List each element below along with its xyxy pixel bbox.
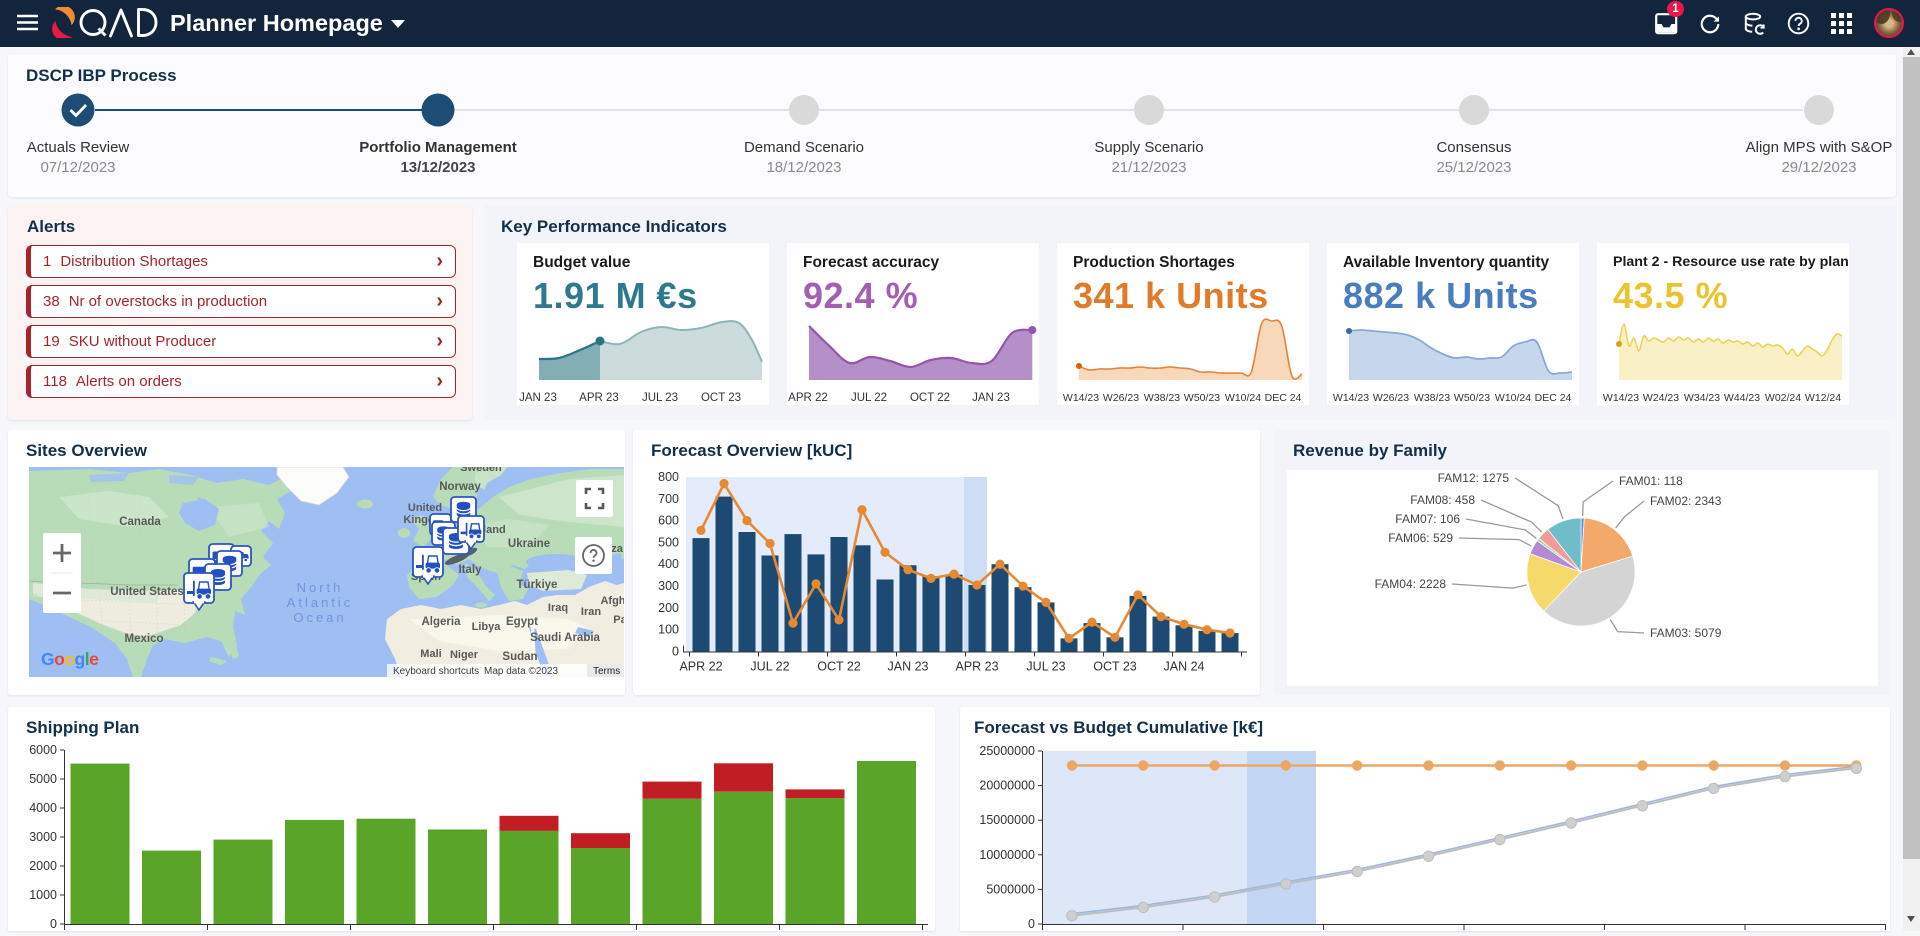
svg-text:0: 0 [672, 645, 679, 659]
svg-text:Mali: Mali [420, 648, 441, 660]
svg-text:JAN 23: JAN 23 [888, 660, 929, 674]
svg-text:3000: 3000 [29, 830, 57, 844]
svg-text:20000000: 20000000 [979, 779, 1035, 793]
svg-text:Ukraine: Ukraine [508, 538, 550, 550]
svg-text:FAM07: 106: FAM07: 106 [1395, 512, 1460, 526]
svg-text:Niger: Niger [450, 649, 479, 661]
svg-text:500: 500 [658, 535, 679, 549]
svg-text:Terms: Terms [593, 666, 620, 677]
svg-text:North: North [297, 580, 344, 595]
svg-text:10000000: 10000000 [979, 848, 1035, 862]
svg-text:Türkiye: Türkiye [517, 579, 558, 591]
svg-text:FAM12: 1275: FAM12: 1275 [1438, 471, 1510, 485]
svg-text:300: 300 [658, 579, 679, 593]
svg-text:Ocean: Ocean [293, 610, 346, 625]
svg-text:Saudi Arabia: Saudi Arabia [530, 632, 600, 644]
svg-text:Pa: Pa [613, 614, 624, 626]
svg-text:Keyboard shortcuts: Keyboard shortcuts [393, 666, 479, 677]
svg-text:Map data ©2023: Map data ©2023 [484, 666, 559, 677]
svg-text:FAM08: 458: FAM08: 458 [1410, 493, 1475, 507]
svg-text:Algeria: Algeria [422, 616, 462, 628]
svg-text:United: United [408, 502, 442, 514]
svg-text:5000000: 5000000 [986, 882, 1035, 896]
svg-text:2000: 2000 [29, 859, 57, 873]
svg-text:Egypt: Egypt [506, 616, 538, 628]
svg-text:6000: 6000 [29, 743, 57, 757]
svg-text:25000000: 25000000 [979, 744, 1035, 758]
svg-text:0: 0 [1028, 917, 1035, 931]
svg-text:Kingd: Kingd [403, 514, 434, 526]
svg-text:700: 700 [658, 492, 679, 506]
svg-text:100: 100 [658, 623, 679, 637]
svg-text:Mexico: Mexico [125, 633, 164, 645]
svg-text:FAM04: 2228: FAM04: 2228 [1375, 577, 1447, 591]
svg-text:FAM06: 529: FAM06: 529 [1388, 531, 1453, 545]
svg-text:Atlantic: Atlantic [287, 595, 354, 610]
svg-text:0: 0 [50, 917, 57, 931]
svg-text:4000: 4000 [29, 801, 57, 815]
svg-text:JUL 22: JUL 22 [750, 660, 789, 674]
svg-text:Iran: Iran [581, 606, 601, 618]
svg-text:Afgh: Afgh [600, 595, 624, 607]
svg-text:OCT 22: OCT 22 [817, 660, 861, 674]
svg-text:1000: 1000 [29, 888, 57, 902]
svg-text:200: 200 [658, 601, 679, 615]
svg-text:United States: United States [110, 586, 184, 598]
svg-text:APR 22: APR 22 [679, 660, 722, 674]
svg-text:15000000: 15000000 [979, 813, 1035, 827]
svg-text:Italy: Italy [458, 564, 482, 576]
svg-text:FAM02: 2343: FAM02: 2343 [1650, 494, 1722, 508]
svg-text:FAM01: 118: FAM01: 118 [1619, 474, 1683, 488]
svg-text:800: 800 [658, 470, 679, 484]
svg-text:Iraq: Iraq [548, 602, 568, 614]
svg-text:JUL 23: JUL 23 [1026, 660, 1065, 674]
svg-text:Sweden: Sweden [460, 467, 502, 474]
svg-text:APR 23: APR 23 [955, 660, 998, 674]
svg-text:5000: 5000 [29, 772, 57, 786]
svg-text:400: 400 [658, 557, 679, 571]
svg-text:za: za [611, 543, 624, 555]
svg-text:OCT 23: OCT 23 [1093, 660, 1137, 674]
svg-text:Sudan: Sudan [502, 651, 537, 663]
svg-text:Libya: Libya [472, 621, 502, 633]
svg-text:FAM03: 5079: FAM03: 5079 [1650, 626, 1722, 640]
svg-text:JAN 24: JAN 24 [1164, 660, 1205, 674]
svg-text:600: 600 [658, 514, 679, 528]
svg-text:Norway: Norway [439, 481, 481, 493]
svg-text:Canada: Canada [119, 516, 161, 528]
svg-text:Google: Google [41, 649, 99, 669]
